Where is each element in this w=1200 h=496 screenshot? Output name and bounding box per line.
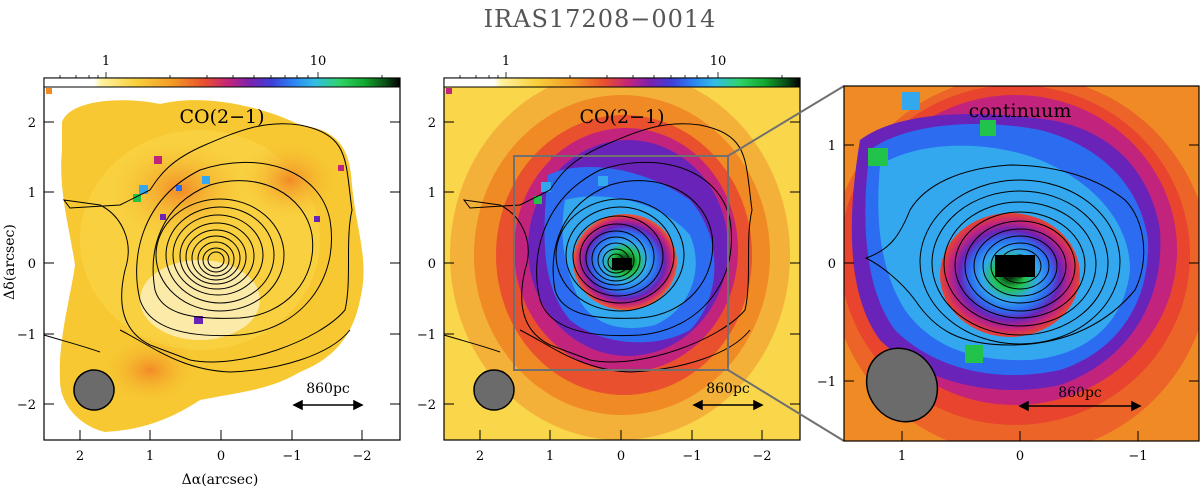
y-tick-label: 0 [428,257,436,272]
line-label: CO(2−1) [579,106,664,128]
y-tick-label: −2 [17,398,36,413]
y-tick-label: −1 [817,375,836,390]
x-tick-label: 1 [898,449,906,464]
y-tick-label: 1 [828,139,836,154]
x-axis-label: Δα(arcsec) [182,472,259,488]
y-tick-label: 0 [28,257,36,272]
x-tick-label: −1 [682,449,701,464]
scalebar-label: 860pc [706,381,750,397]
x-tick-label: 2 [76,449,84,464]
x-tick-label: 2 [476,449,484,464]
scalebar-arrow [292,399,364,411]
figure-title: IRAS17208−0014 [484,5,717,33]
colorbar [443,77,801,88]
y-tick-label: 0 [828,257,836,272]
y-tick-label: 2 [428,116,436,131]
colorbar [43,77,401,88]
beam-ellipse [473,369,515,411]
line-label: continuum [969,100,1072,122]
zoom-box [513,155,729,371]
scalebar-label: 860pc [306,381,350,397]
x-tick-label: −2 [752,449,771,464]
panel-2-map [446,78,790,440]
scalebar-label: 860pc [1058,385,1102,401]
colorbar-ticks [59,72,383,78]
beam-ellipse [865,347,939,423]
y-tick-label: 1 [28,186,36,201]
x-tick-label: 0 [217,449,225,464]
y-axis-label: Δδ(arcsec) [2,224,18,300]
beam-ellipse [73,369,115,411]
panel-1: 860pc CO(2−1) 1 10 2 1 0 −1 −2 2 1 [2,54,401,488]
x-tick-label: 0 [1016,449,1024,464]
y-tick-label: −2 [417,398,436,413]
y-tick-label: 2 [28,116,36,131]
panel-3-ticks [844,144,1199,441]
x-tick-label: −2 [352,449,371,464]
panel-1-contours [43,123,353,373]
line-label: CO(2−1) [179,106,264,128]
colorbar-label: 1 [102,54,110,69]
panel-2: 860pc CO(2−1) 1 10 2 1 0 −1 −2 2 1 0 −1 [417,54,801,464]
x-tick-label: −1 [282,449,301,464]
x-tick-label: 1 [146,449,154,464]
panel-3-contours [864,164,1145,346]
panel-2-contours [443,123,753,373]
panel-1-map [46,88,364,432]
zoom-connectors [727,85,845,442]
y-tick-label: 1 [428,186,436,201]
colorbar-label: 10 [710,54,727,69]
x-tick-label: −1 [1128,449,1147,464]
y-tick-label: −1 [17,328,36,343]
scalebar-arrow [1018,400,1142,412]
panel-1-ticks [44,121,400,440]
y-tick-label: −1 [417,328,436,343]
colorbar-ticks [459,72,783,78]
x-tick-label: 0 [617,449,625,464]
scalebar-arrow [692,399,764,411]
panel-3: 860pc continuum 1 0 −1 1 0 −1 [817,85,1200,464]
colorbar-label: 10 [310,54,327,69]
panel-2-ticks [444,121,800,440]
x-tick-label: 1 [546,449,554,464]
colorbar-label: 1 [502,54,510,69]
